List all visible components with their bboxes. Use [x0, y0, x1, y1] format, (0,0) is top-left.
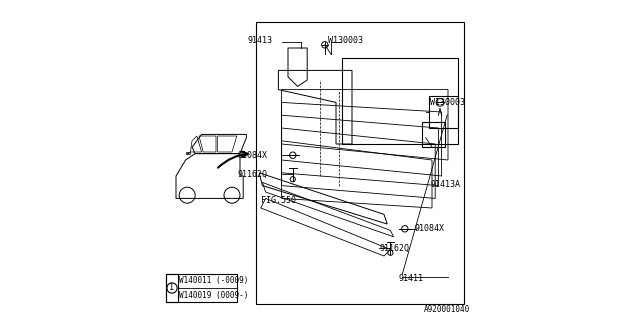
Text: 91413A: 91413A [430, 180, 460, 188]
Text: 91162Q: 91162Q [237, 170, 268, 179]
Text: W130003: W130003 [328, 36, 363, 44]
Text: 91162Q: 91162Q [380, 244, 409, 252]
Text: 91413: 91413 [248, 36, 273, 44]
Text: W130003: W130003 [430, 98, 465, 107]
Text: 1: 1 [170, 284, 175, 292]
Text: 91084X: 91084X [237, 151, 268, 160]
Text: FIG.550: FIG.550 [261, 196, 296, 204]
Text: W140019 (0009-): W140019 (0009-) [179, 291, 248, 300]
Text: W140011 (-0009): W140011 (-0009) [179, 276, 248, 285]
Text: 91411: 91411 [398, 274, 424, 283]
Text: A920001040: A920001040 [424, 305, 470, 314]
Text: 91084X: 91084X [415, 224, 444, 233]
Polygon shape [186, 152, 191, 154]
